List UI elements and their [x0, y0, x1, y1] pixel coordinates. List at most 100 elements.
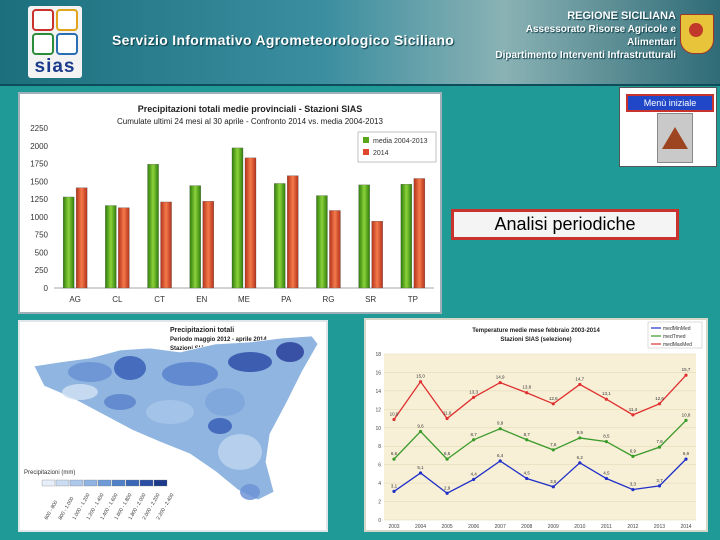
data-label: 6,4: [497, 453, 504, 458]
legend-swatch: [363, 137, 369, 143]
data-label: 4,5: [524, 471, 531, 476]
data-point: [631, 487, 635, 492]
bar: [274, 183, 286, 289]
y-tick-label: 750: [35, 231, 49, 240]
data-label: 14,9: [496, 375, 505, 380]
bar: [316, 195, 328, 289]
rainfall-zone: [68, 362, 112, 382]
x-tick-label: RG: [322, 295, 334, 304]
data-label: 3,1: [391, 483, 398, 488]
data-label: 6,6: [683, 451, 690, 456]
map-source: Stazioni SIAS: [170, 346, 209, 352]
rainfall-zone: [240, 484, 260, 500]
logo-icon: [32, 9, 78, 55]
up-button[interactable]: [657, 113, 693, 163]
legend-title: Precipitazioni (mm): [24, 470, 75, 476]
sicily-emblem-icon: [680, 14, 714, 54]
data-point: [445, 416, 449, 421]
main-menu-button[interactable]: Menù iniziale: [626, 94, 714, 112]
bar: [358, 184, 370, 289]
bar: [371, 221, 383, 289]
data-label: 8,7: [471, 432, 478, 437]
x-tick-label: 2010: [574, 524, 585, 530]
chart-background: [20, 94, 440, 312]
region-info: REGIONE SICILIANA Assessorato Risorse Ag…: [476, 10, 676, 62]
data-point: [418, 471, 423, 475]
x-tick-label: 2005: [442, 524, 453, 530]
data-label: 13,1: [602, 391, 611, 396]
data-label: 2,9: [444, 485, 451, 490]
legend-swatch: [41, 479, 56, 487]
data-point: [551, 402, 555, 406]
data-point: [631, 413, 635, 417]
bar: [189, 185, 201, 289]
temperature-chart: Temperature medie mese febbraio 2003-201…: [366, 320, 706, 530]
y-tick-label: 500: [35, 248, 49, 257]
data-point: [472, 477, 476, 482]
data-point: [445, 457, 449, 461]
y-tick-label: 16: [375, 370, 381, 376]
x-tick-label: 2004: [415, 524, 426, 530]
bar: [75, 187, 88, 289]
data-label: 7,6: [550, 442, 557, 447]
rainfall-zone: [228, 352, 272, 372]
x-tick-label: SR: [365, 295, 376, 304]
bar-chart: Precipitazioni totali medie provinciali …: [20, 94, 440, 312]
map-title: Precipitazioni totali: [170, 327, 234, 334]
y-tick-label: 18: [375, 352, 381, 358]
series-line: [393, 374, 687, 420]
rainfall-zone: [114, 356, 146, 380]
data-label: 6,6: [444, 451, 451, 456]
y-tick-label: 8: [378, 444, 381, 450]
y-tick-label: 6: [378, 463, 381, 469]
data-point: [684, 418, 688, 422]
data-label: 10,8: [682, 412, 691, 417]
bar: [287, 175, 299, 289]
x-tick-label: 2012: [627, 524, 638, 530]
data-point: [392, 457, 396, 461]
y-tick-label: 1000: [30, 213, 48, 222]
bar: [118, 207, 130, 289]
rainfall-map: Precipitazioni totali Periodo maggio 2012…: [20, 322, 326, 530]
periodic-analysis-button[interactable]: Analisi periodiche: [451, 209, 679, 240]
legend-box: [357, 131, 437, 163]
x-tick-label: 2013: [654, 524, 665, 530]
x-tick-label: PA: [281, 295, 292, 304]
rainfall-map-panel: Precipitazioni totali Periodo maggio 2012…: [18, 320, 328, 532]
bar: [62, 196, 75, 289]
data-point: [498, 427, 502, 431]
legend-label: media 2004-2013: [373, 138, 428, 145]
data-label: 5,1: [417, 465, 424, 470]
data-label: 10,9: [390, 411, 399, 416]
temperature-chart-panel: Temperature medie mese febbraio 2003-201…: [364, 318, 708, 532]
x-tick-label: 2008: [521, 524, 532, 530]
bar: [244, 157, 257, 289]
data-point: [657, 402, 662, 406]
logo-text: sias: [34, 56, 76, 77]
header-banner: sias Servizio Informativo Agrometeorolog…: [0, 0, 720, 86]
rainfall-zone: [218, 434, 262, 470]
legend-swatch: [363, 149, 369, 155]
bar: [413, 178, 426, 289]
bar: [202, 201, 214, 289]
rainfall-zone: [62, 384, 98, 400]
data-label: 4,4: [471, 471, 478, 476]
data-point: [418, 380, 423, 384]
x-tick-label: CL: [112, 295, 123, 304]
legend-label: medTmed: [663, 334, 686, 340]
legend-swatch: [125, 479, 140, 487]
data-label: 8,5: [603, 434, 610, 439]
data-point: [604, 397, 608, 401]
navigation-box: Menù iniziale: [619, 87, 717, 167]
series-line: [393, 458, 687, 495]
legend-label: medMaxMed: [663, 342, 692, 348]
chart-title: Temperature medie mese febbraio 2003-201…: [472, 328, 600, 334]
bar: [400, 184, 413, 289]
bar-chart-panel: Precipitazioni totali medie provinciali …: [18, 92, 442, 314]
x-tick-label: 2014: [680, 524, 691, 530]
region-name: REGIONE SICILIANA: [567, 10, 676, 22]
legend-swatch: [83, 479, 98, 487]
legend-swatch: [111, 479, 126, 487]
rainfall-zone: [146, 400, 194, 424]
data-point: [604, 440, 608, 444]
